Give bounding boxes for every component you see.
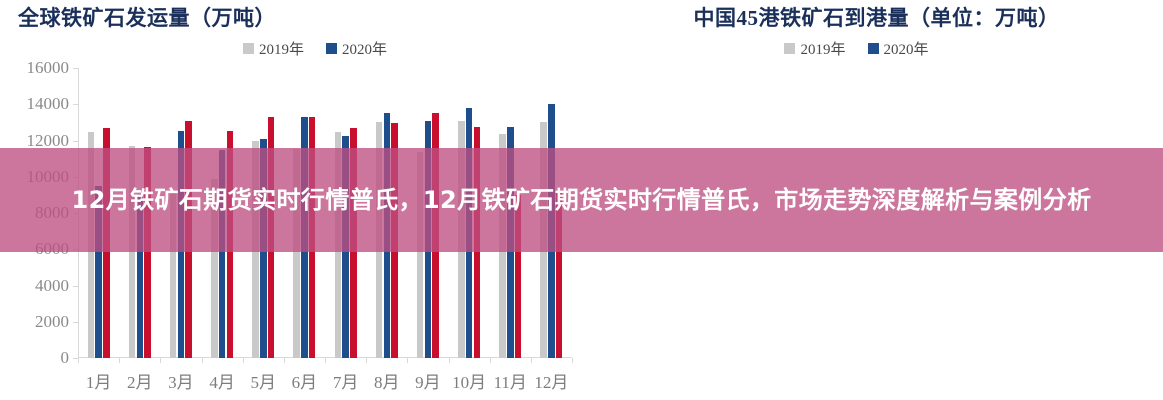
chart-legend-right: 2019年 2020年 (590, 38, 1163, 59)
x-axis-tick-label: 9月 (415, 373, 441, 392)
legend-label-2019-left: 2019年 (258, 42, 304, 58)
overlay-banner: 12月铁矿石期货实时行情普氏，12月铁矿石期货实时行情普氏，市场走势深度解析与案… (0, 148, 1163, 252)
chart-title-right: 中国45港铁矿石到港量（单位：万吨） (693, 6, 1060, 30)
x-axis-tick (448, 358, 450, 363)
legend-label-2020-right: 2020年 (883, 42, 929, 58)
x-axis-tick-label: 12月 (534, 373, 569, 392)
legend-entry-2019-right: 2019年 (784, 38, 846, 59)
x-axis-tick (325, 358, 326, 363)
x-axis-tick (78, 358, 79, 363)
bar-2019年-9月 (416, 152, 424, 358)
legend-entry-2020-right: 2020年 (867, 38, 929, 59)
x-axis-line-left (78, 357, 572, 358)
x-axis-tick-label: 10月 (452, 373, 487, 392)
y-axis-tick-label: 16000 (26, 58, 70, 77)
legend-entry-2019-left: 2019年 (242, 38, 304, 59)
bar-红色系列-2月 (144, 146, 151, 358)
y-axis-tick (73, 321, 78, 323)
y-axis-tick (73, 140, 78, 142)
x-axis-tick-label: 8月 (374, 373, 400, 392)
x-axis-tick-label: 6月 (291, 373, 318, 392)
chart-panel-china-ports: 中国45港铁矿石到港量（单位：万吨） 2019年 2020年 020004000… (590, 0, 1163, 400)
bar-2020年-2月 (136, 193, 143, 358)
x-axis-tick-label: 4月 (209, 373, 235, 392)
bar-2019年-4月 (211, 178, 218, 358)
x-axis-tick-label: 5月 (250, 373, 277, 392)
bar-2020年-1月 (95, 185, 102, 358)
y-axis-tick (73, 285, 78, 287)
legend-swatch-2020-right (867, 43, 879, 54)
x-axis-tick (283, 358, 285, 363)
x-axis-tick (119, 358, 121, 363)
y-axis-tick (73, 358, 78, 359)
bar-2019年-6月 (293, 148, 300, 358)
legend-swatch-2019-left (242, 43, 254, 54)
bar-2019年-3月 (169, 193, 177, 358)
x-axis-tick-label: 3月 (168, 373, 194, 392)
bar-红色系列-12月 (555, 192, 563, 358)
overlay-banner-text: 12月铁矿石期货实时行情普氏，12月铁矿石期货实时行情普氏，市场走势深度解析与案… (71, 186, 1092, 214)
x-axis-tick (201, 358, 203, 363)
chart-legend-left: 2019年 2020年 (0, 38, 590, 59)
legend-swatch-2020-left (326, 43, 337, 54)
x-axis-tick (160, 358, 162, 363)
y-axis-tick-label: 0 (60, 348, 70, 367)
bar-红色系列-11月 (514, 194, 522, 358)
chart-title-left: 全球铁矿石发运量（万吨） (18, 6, 276, 30)
x-axis-tick (530, 358, 532, 363)
bar-2020年-4月 (218, 150, 226, 358)
x-axis-tick (242, 358, 244, 363)
legend-label-2019-right: 2019年 (800, 42, 846, 58)
y-axis-tick (73, 104, 78, 106)
x-axis-tick (572, 358, 573, 363)
x-axis-tick (489, 358, 491, 363)
legend-label-2020-left: 2020年 (342, 42, 388, 58)
x-axis-tick-label: 7月 (332, 373, 359, 392)
y-axis-tick (73, 68, 78, 69)
legend-entry-2020-left: 2020年 (326, 38, 387, 59)
x-axis-tick-label: 1月 (85, 373, 112, 392)
x-axis-tick-label: 2月 (127, 373, 153, 392)
y-axis-tick-label: 2000 (35, 311, 69, 331)
legend-swatch-2019-right (784, 43, 796, 54)
y-axis-tick-label: 12000 (26, 130, 70, 150)
x-axis-tick (366, 358, 368, 363)
x-axis-tick (407, 358, 409, 363)
y-axis-tick-label: 4000 (35, 275, 69, 295)
x-axis-tick-label: 11月 (493, 373, 527, 392)
y-axis-tick-label: 14000 (26, 94, 70, 114)
